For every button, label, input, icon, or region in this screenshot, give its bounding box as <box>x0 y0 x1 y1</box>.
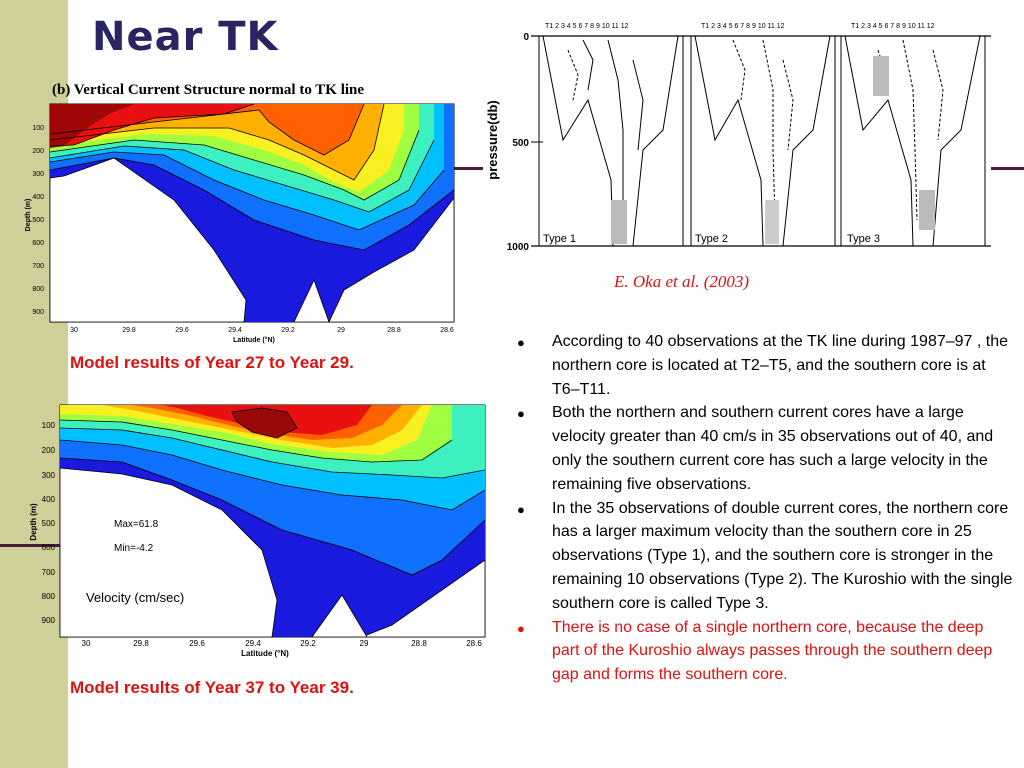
svg-text:100: 100 <box>42 421 56 430</box>
divider-rule-left <box>0 544 62 547</box>
bottom-plot-max: Max=61.8 <box>114 519 159 530</box>
oka-ytick-1000: 1000 <box>507 242 530 253</box>
oka-ytick-0: 0 <box>523 32 529 43</box>
svg-text:29: 29 <box>337 327 345 334</box>
oka-panel-1-label: Type 1 <box>543 233 576 245</box>
svg-text:200: 200 <box>42 446 56 455</box>
svg-text:29.2: 29.2 <box>281 327 295 334</box>
bullet-dot-icon: ● <box>517 501 525 517</box>
svg-text:300: 300 <box>32 171 44 178</box>
oka-panel-3-stations: T1 2 3 4 5 6 7 8 9 10 11 12 <box>851 23 935 30</box>
svg-text:700: 700 <box>42 568 56 577</box>
bottom-plot-xlabel: Latitude (°N) <box>241 649 289 658</box>
svg-text:29.2: 29.2 <box>300 639 316 648</box>
bottom-plot-ylabel: Depth (m) <box>29 503 38 541</box>
bullet-dot-icon: ● <box>517 406 525 422</box>
svg-text:500: 500 <box>32 217 44 224</box>
oka-figure: pressure(db) 0 500 1000 T1 2 3 4 5 6 7 8… <box>483 20 991 254</box>
oka-ytick-500: 500 <box>512 138 529 149</box>
oka-panel-2: T1 2 3 4 5 6 7 8 9 10 11 12 Type 2 <box>690 23 836 247</box>
top-plot-header: (b) Vertical Current Structure normal to… <box>52 82 365 98</box>
svg-text:28.8: 28.8 <box>411 639 427 648</box>
svg-text:29.6: 29.6 <box>189 639 205 648</box>
bullet-text: Both the northern and southern current c… <box>552 404 994 493</box>
svg-text:29: 29 <box>360 639 369 648</box>
bottom-plot-caption: Model results of Year 37 to Year 39. <box>70 678 354 697</box>
svg-text:29.4: 29.4 <box>245 639 261 648</box>
svg-text:600: 600 <box>32 240 44 247</box>
svg-text:200: 200 <box>32 148 44 155</box>
svg-text:29.6: 29.6 <box>175 327 189 334</box>
svg-text:900: 900 <box>42 616 56 625</box>
bullet-text: There is no case of a single northern co… <box>552 618 993 684</box>
oka-panel-1: T1 2 3 4 5 6 7 8 9 10 11 12 Type 1 <box>538 23 684 247</box>
bullet-text: According to 40 observations at the TK l… <box>552 333 1009 398</box>
bullet-item-2: ● Both the northern and southern current … <box>515 401 1015 496</box>
slide-title: Near TK <box>92 14 279 60</box>
bottom-plot-min: Min=-4.2 <box>114 543 154 554</box>
svg-text:29.8: 29.8 <box>122 327 136 334</box>
svg-text:500: 500 <box>42 519 56 528</box>
svg-text:700: 700 <box>32 263 44 270</box>
svg-text:400: 400 <box>42 495 56 504</box>
top-plot-ylabel: Depth (m) <box>25 199 32 232</box>
svg-text:28.6: 28.6 <box>440 327 454 334</box>
top-contour-plot: 100 200 300 400 500 600 700 800 900 30 2… <box>25 103 455 344</box>
svg-text:30: 30 <box>70 327 78 334</box>
svg-text:28.6: 28.6 <box>466 639 482 648</box>
citation: E. Oka et al. (2003) <box>614 272 750 291</box>
bottom-plot-units: Velocity (cm/sec) <box>86 590 184 605</box>
svg-text:28.8: 28.8 <box>387 327 401 334</box>
bottom-contour-plot: 100 200 300 400 500 600 700 800 900 30 2… <box>29 404 486 658</box>
svg-text:600: 600 <box>42 543 56 552</box>
bullet-dot-icon: ● <box>517 335 525 350</box>
svg-text:29.4: 29.4 <box>228 327 242 334</box>
top-plot-xlabel: Latitude (°N) <box>233 336 275 344</box>
svg-text:100: 100 <box>32 125 44 132</box>
bullet-text: In the 35 observations of double current… <box>552 499 1013 612</box>
svg-text:400: 400 <box>32 194 44 201</box>
bullet-item-1: ● According to 40 observations at the TK … <box>515 330 1015 401</box>
oka-panel-3: T1 2 3 4 5 6 7 8 9 10 11 12 Type 3 <box>840 23 986 247</box>
oka-ylabel: pressure(db) <box>485 100 500 179</box>
bullet-item-3: ● In the 35 observations of double curren… <box>515 497 1015 616</box>
bullet-dot-icon: ● <box>517 620 525 636</box>
svg-text:30: 30 <box>82 639 91 648</box>
svg-text:900: 900 <box>32 309 44 316</box>
svg-text:29.8: 29.8 <box>133 639 149 648</box>
oka-panel-2-stations: T1 2 3 4 5 6 7 8 9 10 11 12 <box>701 23 785 30</box>
oka-panel-1-stations: T1 2 3 4 5 6 7 8 9 10 11 12 <box>545 23 629 30</box>
bullet-list: ● According to 40 observations at the TK … <box>515 330 1015 687</box>
svg-text:300: 300 <box>42 471 56 480</box>
svg-text:800: 800 <box>32 286 44 293</box>
oka-panel-2-label: Type 2 <box>695 233 728 245</box>
bullet-item-4: ● There is no case of a single northern c… <box>515 616 1015 687</box>
top-plot-caption: Model results of Year 27 to Year 29. <box>70 353 354 372</box>
oka-panel-3-label: Type 3 <box>847 233 880 245</box>
svg-text:800: 800 <box>42 592 56 601</box>
